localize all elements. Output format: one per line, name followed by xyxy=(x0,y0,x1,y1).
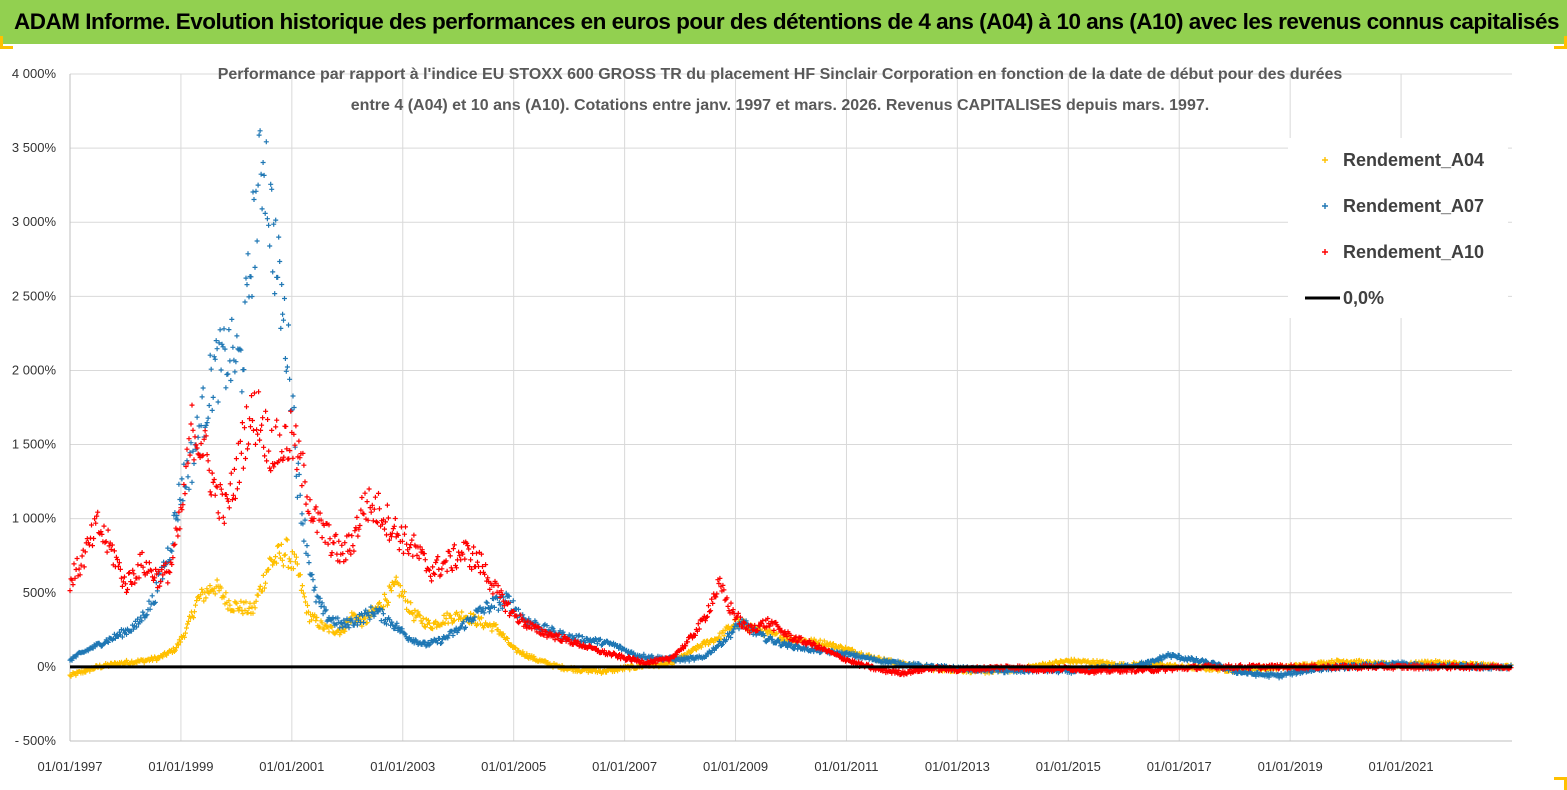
y-tick-label: 1 500% xyxy=(12,437,57,452)
x-axis-line xyxy=(69,74,1512,742)
corner-marker-top-left xyxy=(0,36,13,49)
legend-plus-icon xyxy=(1322,203,1328,209)
y-tick-label: 0% xyxy=(37,659,56,674)
y-tick-label: 500% xyxy=(23,585,57,600)
series-Rendement_A10 xyxy=(67,389,1514,678)
legend-background xyxy=(1288,138,1508,318)
x-tick-label: 01/01/2013 xyxy=(925,759,990,774)
legend-plus-icon xyxy=(1322,249,1328,255)
series-markers-Rendement_A04 xyxy=(67,536,1514,679)
x-tick-label: 01/01/2011 xyxy=(814,759,878,774)
x-tick-label: 01/01/2009 xyxy=(703,759,768,774)
legend-plus-icon xyxy=(1322,157,1328,163)
y-tick-label: 3 000% xyxy=(12,214,57,229)
chart-title: Performance par rapport à l'indice EU ST… xyxy=(218,66,1343,114)
x-tick-label: 01/01/2015 xyxy=(1036,759,1101,774)
legend-label: 0,0% xyxy=(1343,288,1384,308)
series-markers-Rendement_A10 xyxy=(67,389,1514,678)
y-tick-label: 3 500% xyxy=(12,140,57,155)
y-gridlines xyxy=(69,73,1512,742)
corner-marker-bottom-right xyxy=(1554,777,1567,790)
y-tick-label: 1 000% xyxy=(12,511,57,526)
y-tick-label: 2 500% xyxy=(12,288,57,303)
x-tick-label: 01/01/2003 xyxy=(370,759,435,774)
x-tick-label: 01/01/1997 xyxy=(37,759,102,774)
legend: Rendement_A04 Rendement_A07 Rendement_A10 0… xyxy=(1288,138,1508,318)
x-tick-labels: 01/01/1997 01/01/1999 01/01/2001 01/01/2003… xyxy=(37,759,1433,774)
y-tick-labels: - 500% 0% 500% 1 000% 1 500% 2 000% 2 500% 3 00… xyxy=(12,66,57,748)
x-tick-label: 01/01/2007 xyxy=(592,759,657,774)
y-tick-label: 2 000% xyxy=(12,362,57,377)
report-banner-title: ADAM Informe. Evolution historique des p… xyxy=(0,0,1567,44)
corner-marker-top-right xyxy=(1554,36,1567,49)
x-tick-label: 01/01/2001 xyxy=(259,759,324,774)
legend-label: Rendement_A10 xyxy=(1343,242,1484,262)
series-Rendement_A04 xyxy=(67,536,1514,679)
x-tick-label: 01/01/1999 xyxy=(148,759,213,774)
chart-title-line-1: Performance par rapport à l'indice EU ST… xyxy=(218,66,1343,83)
legend-label: Rendement_A04 xyxy=(1343,150,1484,170)
legend-label: Rendement_A07 xyxy=(1343,196,1484,216)
x-tick-label: 01/01/2019 xyxy=(1258,759,1323,774)
x-tick-label: 01/01/2021 xyxy=(1369,759,1434,774)
chart-title-line-2: entre 4 (A04) et 10 ans (A10). Cotations… xyxy=(351,97,1209,114)
y-tick-label: 4 000% xyxy=(12,66,57,81)
y-tick-label: - 500% xyxy=(15,733,57,748)
x-tick-label: 01/01/2005 xyxy=(481,759,546,774)
x-tick-label: 01/01/2017 xyxy=(1147,759,1212,774)
